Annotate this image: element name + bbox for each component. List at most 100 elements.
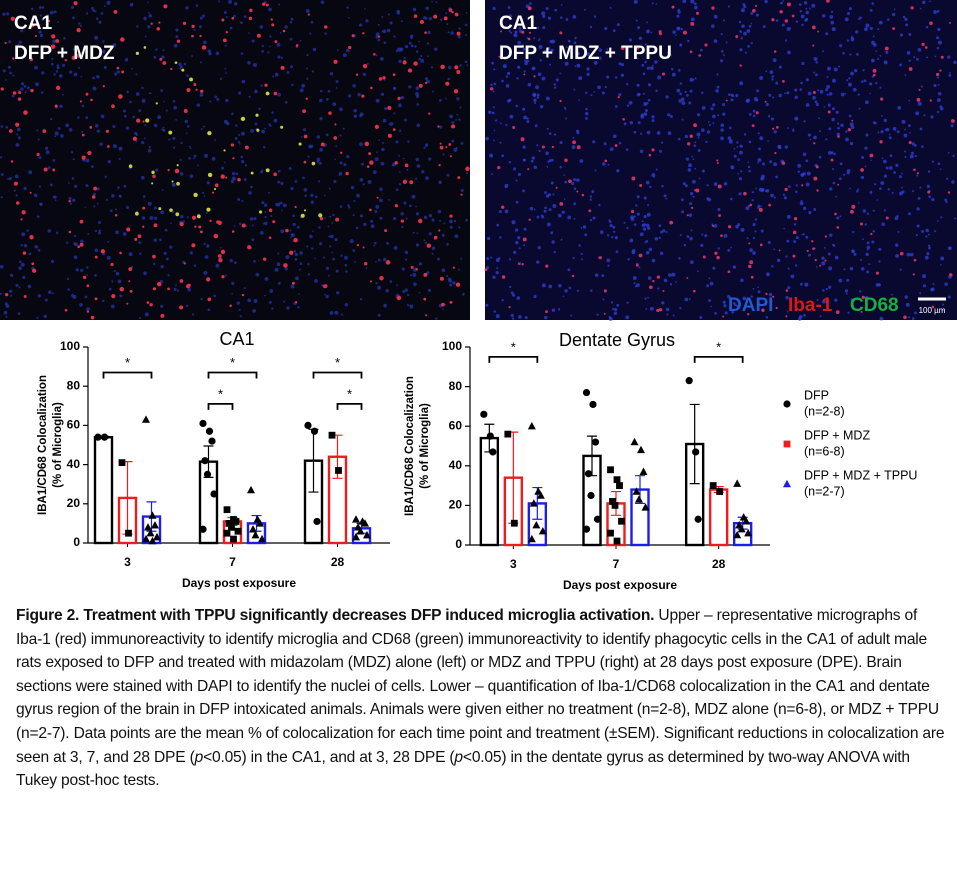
cell: [179, 305, 184, 310]
cell: [291, 83, 294, 87]
cell: [243, 15, 247, 18]
data-point: [258, 534, 266, 543]
cell: [954, 217, 957, 220]
cell: [851, 249, 855, 254]
cell: [276, 42, 281, 47]
cell: [176, 181, 180, 186]
cell: [128, 164, 133, 168]
cell: [326, 98, 329, 101]
cell: [434, 47, 438, 51]
cell: [151, 182, 154, 185]
cell: [344, 255, 348, 260]
cell: [553, 83, 557, 86]
cell: [94, 248, 99, 253]
cell: [904, 74, 907, 76]
cell: [231, 230, 235, 233]
cell: [713, 182, 718, 186]
cell: [241, 79, 246, 84]
cell: [232, 177, 236, 181]
cell: [289, 250, 294, 255]
cell: [318, 180, 321, 183]
cell: [657, 75, 662, 80]
cell: [775, 306, 778, 310]
cell: [727, 136, 732, 140]
cell: [87, 150, 92, 156]
cell: [339, 161, 343, 165]
cell: [183, 262, 186, 265]
cell: [949, 21, 951, 24]
cell: [864, 165, 867, 168]
cell: [639, 232, 644, 237]
data-point: [125, 529, 132, 537]
cell: [318, 226, 321, 229]
cell: [409, 304, 414, 309]
cell: [815, 102, 819, 107]
cell: [67, 288, 70, 291]
cell: [926, 184, 930, 188]
cell: [615, 250, 619, 254]
cell: [651, 2, 654, 5]
cell: [637, 26, 641, 30]
cell: [128, 267, 133, 271]
cell: [0, 87, 4, 91]
cell: [488, 110, 492, 115]
cell: [817, 30, 820, 33]
cell: [827, 110, 831, 114]
cell: [395, 140, 399, 144]
cell: [904, 150, 907, 153]
cell: [815, 73, 818, 77]
cell: [891, 191, 894, 194]
cell: [762, 25, 766, 28]
cell: [392, 73, 396, 77]
cell: [50, 27, 53, 29]
cell: [384, 106, 388, 111]
cell: [862, 69, 865, 72]
cell: [735, 224, 739, 229]
cell: [849, 209, 854, 214]
cell: [639, 184, 643, 187]
y-tick-label: 60: [67, 418, 81, 432]
cell: [538, 149, 541, 153]
cell: [91, 195, 96, 199]
cell: [620, 63, 625, 67]
cell: [912, 273, 915, 276]
cell: [407, 68, 413, 73]
cell: [908, 99, 911, 102]
cell: [819, 130, 821, 133]
cell: [773, 248, 776, 251]
cell: [119, 286, 125, 292]
cell: [755, 98, 759, 102]
cell: [665, 307, 670, 312]
cell: [81, 155, 86, 160]
cell: [183, 109, 188, 113]
cell: [866, 245, 871, 250]
cell: [495, 314, 500, 319]
cell: [148, 92, 151, 95]
scale-label: 100 µm: [919, 306, 946, 315]
cell: [31, 268, 37, 273]
cell: [336, 49, 339, 52]
cell: [200, 61, 202, 64]
cell: [292, 214, 295, 218]
cell: [490, 83, 493, 87]
cell: [706, 284, 710, 288]
cell: [942, 303, 945, 306]
data-point: [361, 519, 369, 527]
cell: [555, 186, 558, 189]
cell: [869, 82, 873, 86]
cell: [158, 238, 162, 242]
cell: [420, 54, 423, 58]
cell: [334, 237, 338, 242]
cell: [72, 158, 75, 161]
y-axis-label: IBA1/CD68 Colocalization: [404, 376, 416, 516]
cell: [193, 264, 197, 267]
cell: [559, 31, 563, 35]
cell: [593, 15, 597, 18]
cell: [738, 20, 742, 24]
cell: [493, 68, 496, 71]
cell: [579, 159, 584, 163]
cell: [318, 213, 323, 218]
cell: [917, 101, 922, 106]
cell: [877, 283, 882, 287]
cell: [204, 153, 208, 158]
